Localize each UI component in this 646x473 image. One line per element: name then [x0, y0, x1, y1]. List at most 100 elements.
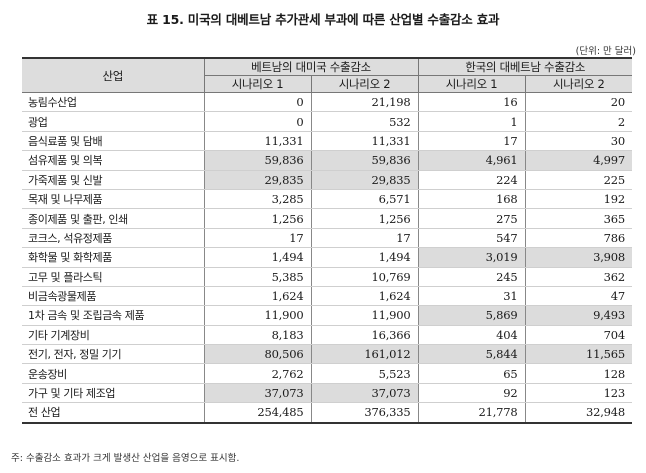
- value-cell: 92: [417, 383, 526, 404]
- value-cell: 365: [524, 208, 633, 229]
- value-cell: 123: [524, 383, 633, 404]
- value-cell: 2,762: [203, 363, 312, 384]
- value-cell: 3,019: [417, 247, 526, 268]
- value-cell: 21,778: [417, 402, 526, 424]
- value-cell: 1,494: [310, 247, 419, 268]
- value-cell: 47: [524, 286, 633, 307]
- header-group-vietnam-to-us: 베트남의 대미국 수출감소: [203, 57, 419, 76]
- industry-name: 가구 및 기타 제조업: [22, 383, 205, 404]
- value-cell: 1,624: [310, 286, 419, 307]
- industry-name: 광업: [22, 111, 205, 132]
- industry-name: 비금속광물제품: [22, 286, 205, 307]
- value-cell: 16: [417, 92, 526, 113]
- industry-name: 종이제품 및 출판, 인쇄: [22, 208, 205, 229]
- header-scenario-2: 시나리오 2: [524, 75, 633, 93]
- value-cell: 168: [417, 189, 526, 210]
- value-cell: 11,331: [310, 131, 419, 152]
- value-cell: 17: [310, 228, 419, 249]
- value-cell: 31: [417, 286, 526, 307]
- value-cell: 5,844: [417, 344, 526, 365]
- value-cell: 17: [417, 131, 526, 152]
- value-cell: 11,565: [524, 344, 633, 365]
- value-cell: 3,908: [524, 247, 633, 268]
- table-row: 섬유제품 및 의복 59,836 59,836 4,961 4,997: [22, 150, 633, 171]
- industry-name: 농림수산업: [22, 92, 205, 113]
- value-cell: 704: [524, 325, 633, 346]
- value-cell: 20: [524, 92, 633, 113]
- value-cell: 11,900: [310, 305, 419, 326]
- value-cell: 275: [417, 208, 526, 229]
- unit-label: (단위: 만 달러): [575, 46, 636, 57]
- value-cell: 9,493: [524, 305, 633, 326]
- value-cell: 17: [203, 228, 312, 249]
- value-cell: 532: [310, 111, 419, 132]
- industry-name: 가죽제품 및 신발: [22, 170, 205, 190]
- value-cell: 161,012: [310, 344, 419, 365]
- value-cell: 29,835: [203, 170, 312, 190]
- value-cell: 30: [524, 131, 633, 152]
- table-row: 전 산업 254,485 376,335 21,778 32,948: [22, 402, 633, 424]
- value-cell: 8,183: [203, 325, 312, 346]
- value-cell: 376,335: [310, 402, 419, 424]
- header-group-korea-to-vietnam: 한국의 대베트남 수출감소: [417, 57, 633, 76]
- industry-name: 전기, 전자, 정밀 기기: [22, 344, 205, 365]
- value-cell: 2: [524, 111, 633, 132]
- value-cell: 11,900: [203, 305, 312, 326]
- value-cell: 128: [524, 363, 633, 384]
- value-cell: 4,997: [524, 150, 633, 171]
- value-cell: 1,624: [203, 286, 312, 307]
- value-cell: 59,836: [203, 150, 312, 171]
- table-row: 운송장비 2,762 5,523 65 128: [22, 363, 633, 384]
- table-title: 표 15. 미국의 대베트남 추가관세 부과에 따른 산업별 수출감소 효과: [146, 12, 500, 27]
- table-row: 음식료품 및 담배 11,331 11,331 17 30: [22, 131, 633, 152]
- table-row: 1차 금속 및 조립금속 제품 11,900 11,900 5,869 9,493: [22, 305, 633, 326]
- industry-name: 음식료품 및 담배: [22, 131, 205, 152]
- table-row: 코크스, 석유정제품 17 17 547 786: [22, 228, 633, 249]
- header-industry: 산업: [22, 57, 205, 93]
- value-cell: 1: [417, 111, 526, 132]
- table-body: 농림수산업 0 21,198 16 20 광업 0 532 1 2 음식료품 및 담배 11,331 1…: [22, 92, 633, 424]
- table-row: 광업 0 532 1 2: [22, 111, 633, 132]
- table-row: 비금속광물제품 1,624 1,624 31 47: [22, 286, 633, 307]
- value-cell: 362: [524, 267, 633, 287]
- value-cell: 0: [203, 111, 312, 132]
- value-cell: 10,769: [310, 267, 419, 287]
- value-cell: 21,198: [310, 92, 419, 113]
- table-row: 농림수산업 0 21,198 16 20: [22, 92, 633, 113]
- industry-name: 코크스, 석유정제품: [22, 228, 205, 249]
- value-cell: 0: [203, 92, 312, 113]
- table-row: 고무 및 플라스틱 5,385 10,769 245 362: [22, 267, 633, 287]
- value-cell: 547: [417, 228, 526, 249]
- value-cell: 192: [524, 189, 633, 210]
- value-cell: 3,285: [203, 189, 312, 210]
- header-scenario-1: 시나리오 1: [417, 75, 526, 93]
- value-cell: 245: [417, 267, 526, 287]
- table-row: 종이제품 및 출판, 인쇄 1,256 1,256 275 365: [22, 208, 633, 229]
- value-cell: 5,523: [310, 363, 419, 384]
- value-cell: 11,331: [203, 131, 312, 152]
- header-scenario-1: 시나리오 1: [204, 75, 312, 93]
- value-cell: 16,366: [310, 325, 419, 346]
- industry-name: 목재 및 나무제품: [22, 189, 205, 210]
- value-cell: 4,961: [417, 150, 526, 171]
- table-row: 기타 기계장비 8,183 16,366 404 704: [22, 325, 633, 346]
- value-cell: 29,835: [310, 170, 419, 190]
- industry-name: 고무 및 플라스틱: [22, 267, 205, 287]
- table-row: 가구 및 기타 제조업 37,073 37,073 92 123: [22, 383, 633, 404]
- value-cell: 254,485: [203, 402, 312, 424]
- table-row: 목재 및 나무제품 3,285 6,571 168 192: [22, 189, 633, 210]
- header-scenario-2: 시나리오 2: [310, 75, 419, 93]
- industry-name: 화학물 및 화학제품: [22, 247, 205, 268]
- value-cell: 224: [417, 170, 526, 190]
- industry-name: 섬유제품 및 의복: [22, 150, 205, 171]
- industry-name: 운송장비: [22, 363, 205, 384]
- table-row: 화학물 및 화학제품 1,494 1,494 3,019 3,908: [22, 247, 633, 268]
- value-cell: 5,385: [203, 267, 312, 287]
- footnote: 주: 수출감소 효과가 크게 발생산 산업을 음영으로 표시함.: [11, 453, 240, 464]
- industry-name: 기타 기계장비: [22, 325, 205, 346]
- value-cell: 37,073: [203, 383, 312, 404]
- value-cell: 59,836: [310, 150, 419, 171]
- value-cell: 786: [524, 228, 633, 249]
- value-cell: 65: [417, 363, 526, 384]
- value-cell: 1,256: [310, 208, 419, 229]
